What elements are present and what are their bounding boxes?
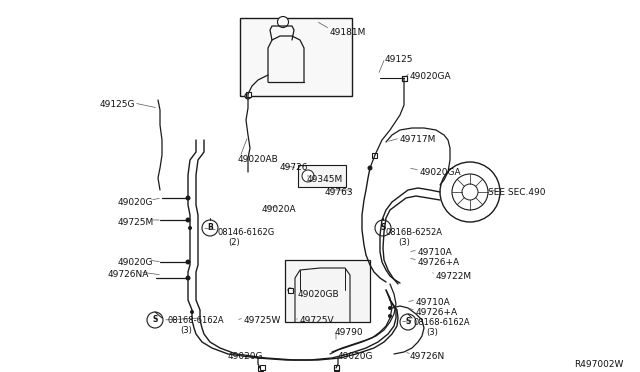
Text: SEE SEC.490: SEE SEC.490 [488,188,545,197]
Text: (3): (3) [180,326,192,335]
Text: 49125G: 49125G [100,100,136,109]
Text: 49020GA: 49020GA [410,72,452,81]
Circle shape [202,220,218,236]
Bar [257,366,262,371]
Text: 0816B-6252A: 0816B-6252A [385,228,442,237]
Text: 49726NA: 49726NA [108,270,149,279]
Bar [401,76,406,80]
Text: (3): (3) [398,238,410,247]
Text: 49710A: 49710A [416,298,451,307]
Text: 08146-6162G: 08146-6162G [218,228,275,237]
Text: 49726N: 49726N [410,352,445,361]
Text: 49020A: 49020A [262,205,296,214]
Text: 49725W: 49725W [244,316,282,325]
Text: 49020GA: 49020GA [420,168,461,177]
Text: 08168-6162A: 08168-6162A [414,318,470,327]
Text: S: S [405,317,411,327]
Text: 08168-6162A: 08168-6162A [168,316,225,325]
Circle shape [400,314,416,330]
Text: 49726+A: 49726+A [416,308,458,317]
Bar [371,153,376,157]
Text: (3): (3) [426,328,438,337]
Text: 49717M: 49717M [400,135,436,144]
Text: 49710A: 49710A [418,248,452,257]
Circle shape [186,260,191,264]
Circle shape [186,276,191,280]
Text: S: S [152,315,157,324]
Circle shape [147,312,163,328]
Text: (2): (2) [228,238,240,247]
Circle shape [186,196,191,201]
Circle shape [245,93,251,99]
Circle shape [388,306,392,310]
Text: 49020G: 49020G [118,198,154,207]
Circle shape [186,218,191,222]
Text: R497002W: R497002W [574,360,623,369]
Circle shape [302,170,314,182]
Bar [246,92,250,96]
Circle shape [278,16,289,28]
Text: 49726+A: 49726+A [418,258,460,267]
Circle shape [190,310,194,314]
Circle shape [188,226,192,230]
Bar [401,76,406,80]
Text: 49790: 49790 [335,328,364,337]
Text: 49725M: 49725M [118,218,154,227]
Text: 49722M: 49722M [436,272,472,281]
Circle shape [367,166,372,170]
Bar [285,260,370,322]
Text: 49020G: 49020G [228,352,264,361]
Circle shape [388,314,392,318]
Bar [298,165,346,187]
Text: B: B [207,224,213,232]
Text: 49763: 49763 [325,188,354,197]
Circle shape [440,162,500,222]
Circle shape [452,174,488,210]
Circle shape [287,288,292,292]
Bar [333,365,339,369]
Text: 49020G: 49020G [118,258,154,267]
Text: 49020AB: 49020AB [238,155,279,164]
Bar [240,18,352,96]
Circle shape [375,220,391,236]
Text: 49345M: 49345M [307,175,343,184]
Text: 49181M: 49181M [330,28,366,37]
Bar [287,288,292,292]
Bar [333,366,339,371]
Text: 49725V: 49725V [300,316,335,325]
Text: 49020GB: 49020GB [298,290,340,299]
Text: S: S [380,224,386,232]
Text: 49020G: 49020G [338,352,374,361]
Text: 49125: 49125 [385,55,413,64]
Bar [259,365,264,369]
Text: 49726: 49726 [280,163,308,172]
Circle shape [462,184,478,200]
